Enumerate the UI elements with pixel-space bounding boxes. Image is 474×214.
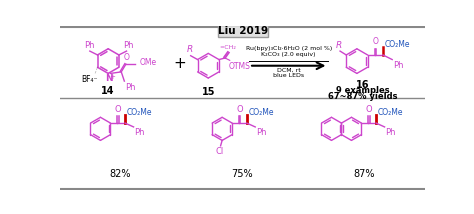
Text: R: R (187, 45, 193, 54)
Text: O: O (373, 37, 379, 46)
Text: 75%: 75% (231, 169, 253, 179)
Text: 14: 14 (101, 86, 115, 96)
Text: Ph: Ph (84, 40, 94, 50)
Text: OTMS: OTMS (228, 62, 250, 71)
Text: O: O (365, 105, 372, 114)
Text: Cl: Cl (216, 147, 224, 156)
Text: +: + (109, 74, 115, 80)
Text: CO₂Me: CO₂Me (248, 108, 274, 117)
Text: DCM, rt: DCM, rt (277, 68, 301, 73)
Text: 15: 15 (201, 87, 215, 97)
Text: Ph: Ph (125, 83, 136, 92)
Text: =CH₂: =CH₂ (220, 45, 237, 50)
Text: +: + (173, 56, 186, 71)
Text: O: O (115, 105, 121, 114)
Text: Ph: Ph (134, 128, 145, 137)
Text: 16: 16 (356, 80, 370, 90)
Text: blue LEDs: blue LEDs (273, 73, 304, 78)
Text: BF₄⁻: BF₄⁻ (82, 75, 98, 84)
Text: 9 examples: 9 examples (336, 86, 390, 95)
Text: Ru(bpy)₃Cl₂·6H₂O (2 mol %): Ru(bpy)₃Cl₂·6H₂O (2 mol %) (246, 46, 332, 51)
Text: 67~87% yields: 67~87% yields (328, 92, 398, 101)
Text: Ph: Ph (393, 61, 403, 70)
Text: OMe: OMe (140, 58, 157, 67)
Text: Ph: Ph (385, 128, 396, 137)
Text: 82%: 82% (110, 169, 131, 179)
Text: CO₂Me: CO₂Me (378, 108, 403, 117)
Text: O: O (236, 105, 243, 114)
FancyBboxPatch shape (218, 25, 268, 37)
Text: Ph: Ph (256, 128, 266, 137)
Text: CO₂Me: CO₂Me (384, 40, 410, 49)
Text: N: N (105, 74, 113, 83)
Text: CO₂Me: CO₂Me (127, 108, 152, 117)
Text: Ph: Ph (123, 40, 133, 50)
Text: 87%: 87% (354, 169, 375, 179)
Text: O: O (124, 53, 129, 62)
Text: Liu 2019: Liu 2019 (218, 26, 268, 36)
Text: R: R (336, 40, 342, 50)
Text: K₂CO₃ (2.0 equiv): K₂CO₃ (2.0 equiv) (262, 52, 316, 57)
